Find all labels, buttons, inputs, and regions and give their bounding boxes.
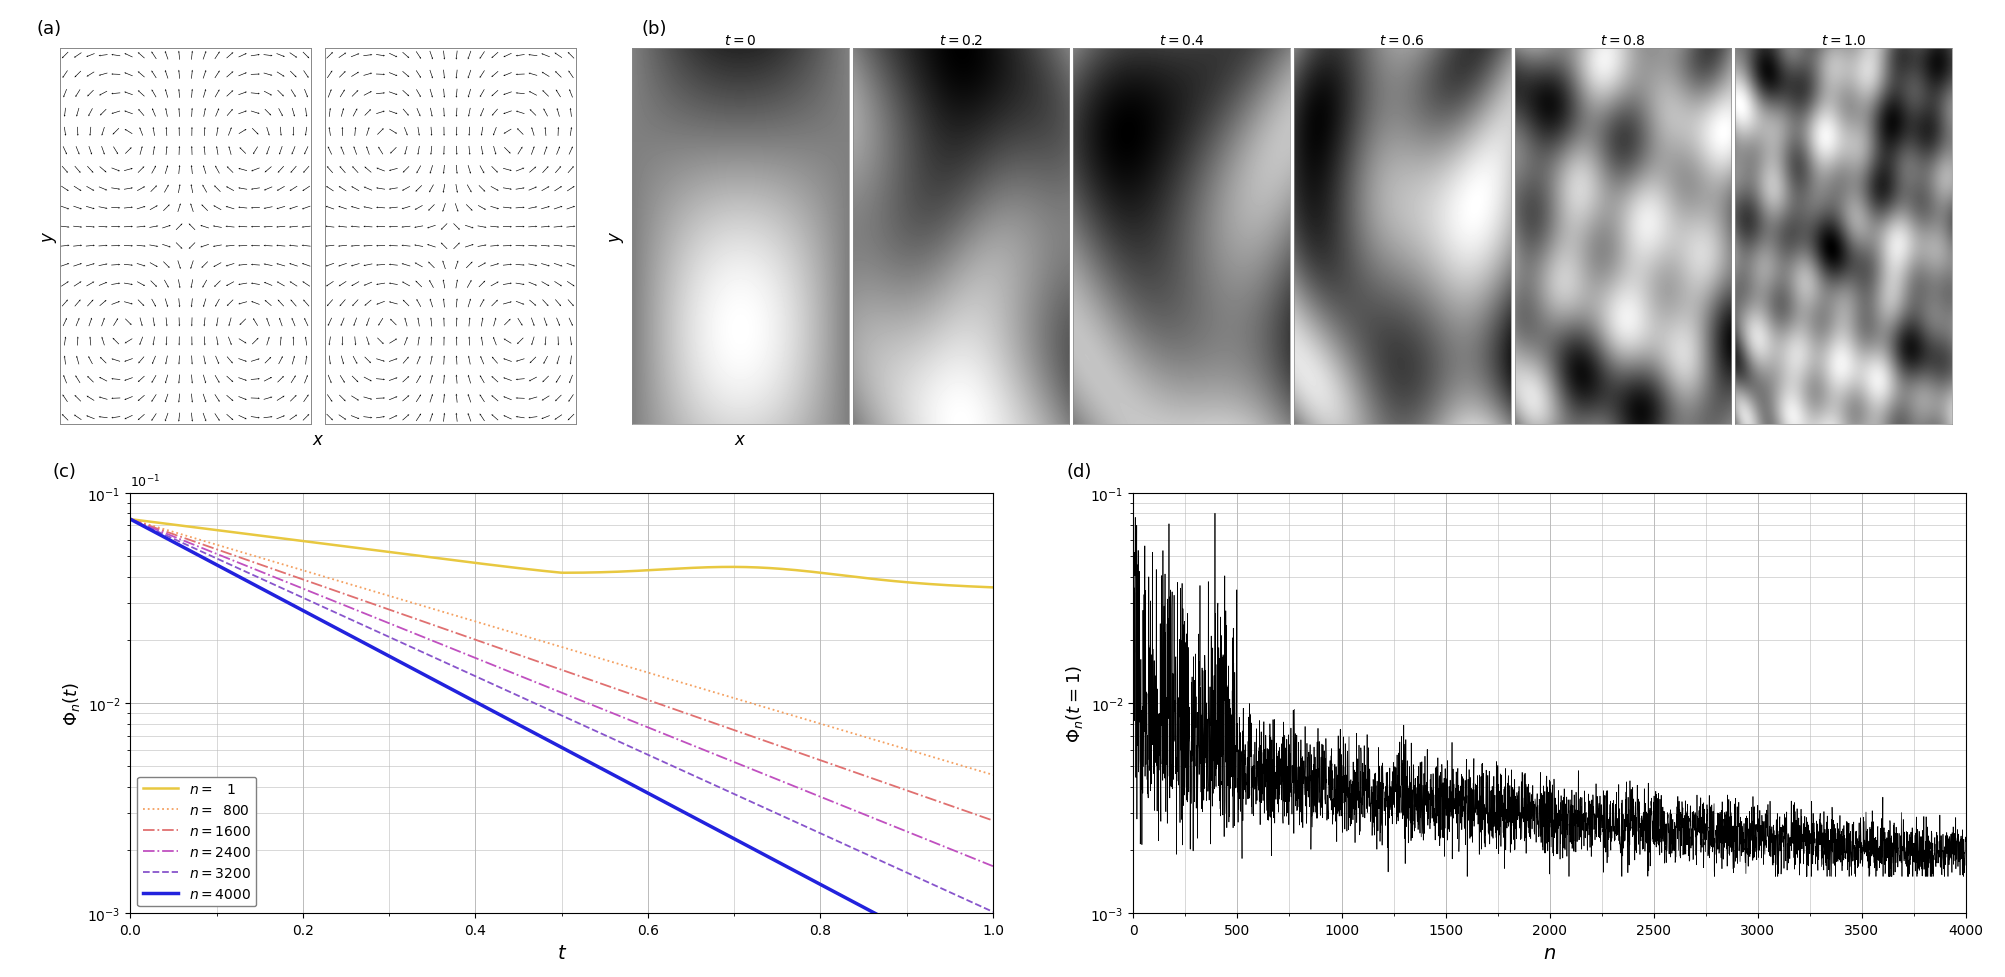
$n=1600$ xyxy=(632,693,656,704)
$n=1600$ xyxy=(585,677,610,689)
$n=3200$ xyxy=(533,702,557,714)
$n=1600$ xyxy=(960,808,984,820)
Text: (d): (d) xyxy=(1067,462,1091,481)
$n=\;\;800$ xyxy=(632,665,656,677)
$n=2400$ xyxy=(118,514,142,526)
$n=\;\;\;1$ xyxy=(824,570,848,581)
$n=3200$ xyxy=(527,701,551,712)
Line: $n=3200$: $n=3200$ xyxy=(130,520,992,912)
Text: $x$: $x$ xyxy=(734,431,746,448)
$n=4000$ xyxy=(118,514,142,526)
$n=3200$ xyxy=(118,514,142,526)
$n=\;\;\;1$ xyxy=(585,567,610,578)
$n=\;\;800$ xyxy=(118,514,142,526)
Line: $n=4000$: $n=4000$ xyxy=(130,520,992,976)
$n=1600$ xyxy=(533,658,557,670)
$n=\;\;800$ xyxy=(533,637,557,649)
$n=4000$ xyxy=(980,970,1005,977)
$n=3200$ xyxy=(585,726,610,738)
Title: $t=0$: $t=0$ xyxy=(724,33,756,48)
Legend: $n=\;\;\;1$, $n=\;\;800$, $n=1600$, $n=2400$, $n=3200$, $n=4000$: $n=\;\;\;1$, $n=\;\;800$, $n=1600$, $n=2… xyxy=(136,777,257,907)
$n=2400$ xyxy=(585,701,610,713)
Line: $n=\;\;800$: $n=\;\;800$ xyxy=(130,520,992,775)
$n=\;\;\;1$ xyxy=(632,565,656,576)
Title: $t=0.4$: $t=0.4$ xyxy=(1159,33,1203,48)
$n=\;\;\;1$ xyxy=(960,581,984,593)
$n=2400$ xyxy=(527,678,551,690)
$n=3200$ xyxy=(824,835,848,847)
Y-axis label: $\Phi_n(t=1)$: $\Phi_n(t=1)$ xyxy=(1063,664,1085,743)
$n=\;\;800$ xyxy=(960,763,984,775)
$n=2400$ xyxy=(824,798,848,810)
Text: (a): (a) xyxy=(36,21,62,38)
X-axis label: $n$: $n$ xyxy=(1542,943,1556,961)
Line: $n=1600$: $n=1600$ xyxy=(130,520,992,821)
$n=\;\;\;1$ xyxy=(533,566,557,577)
$n=1600$ xyxy=(824,760,848,772)
$n=4000$ xyxy=(824,888,848,900)
Text: (b): (b) xyxy=(642,21,668,38)
Title: $t=0.2$: $t=0.2$ xyxy=(938,33,982,48)
$n=\;\;\;1$ xyxy=(980,582,1005,594)
$n=2400$ xyxy=(960,852,984,864)
Y-axis label: $\Phi_n(t)$: $\Phi_n(t)$ xyxy=(60,681,82,726)
Text: (c): (c) xyxy=(52,462,76,481)
Y-axis label: $y$: $y$ xyxy=(608,231,626,243)
Line: $n=\;\;\;1$: $n=\;\;\;1$ xyxy=(130,520,992,588)
$n=\;\;800$ xyxy=(980,769,1005,781)
$n=1600$ xyxy=(980,815,1005,827)
X-axis label: $t$: $t$ xyxy=(555,943,567,961)
$n=\;\;800$ xyxy=(585,652,610,663)
$n=\;\;\;1$ xyxy=(118,514,142,526)
$n=3200$ xyxy=(632,747,656,759)
$n=\;\;\;1$ xyxy=(527,565,551,576)
Y-axis label: $y$: $y$ xyxy=(40,231,58,243)
$n=\;\;800$ xyxy=(527,635,551,647)
Title: $t=0.8$: $t=0.8$ xyxy=(1600,33,1644,48)
$n=2400$ xyxy=(632,720,656,732)
$n=4000$ xyxy=(632,786,656,797)
Text: $x$: $x$ xyxy=(311,431,325,448)
$n=2400$ xyxy=(980,861,1005,872)
$n=4000$ xyxy=(585,760,610,772)
$n=4000$ xyxy=(533,733,557,744)
$n=4000$ xyxy=(960,959,984,971)
$n=4000$ xyxy=(527,731,551,743)
$n=3200$ xyxy=(960,897,984,909)
$n=\;\;800$ xyxy=(824,723,848,735)
Line: $n=2400$: $n=2400$ xyxy=(130,520,992,867)
Title: $t=1.0$: $t=1.0$ xyxy=(1821,33,1865,48)
Title: $t=0.6$: $t=0.6$ xyxy=(1379,33,1424,48)
Text: $10^{-1}$: $10^{-1}$ xyxy=(130,473,160,489)
$n=1600$ xyxy=(527,657,551,668)
$n=1600$ xyxy=(118,514,142,526)
$n=2400$ xyxy=(533,681,557,693)
$n=3200$ xyxy=(980,906,1005,917)
